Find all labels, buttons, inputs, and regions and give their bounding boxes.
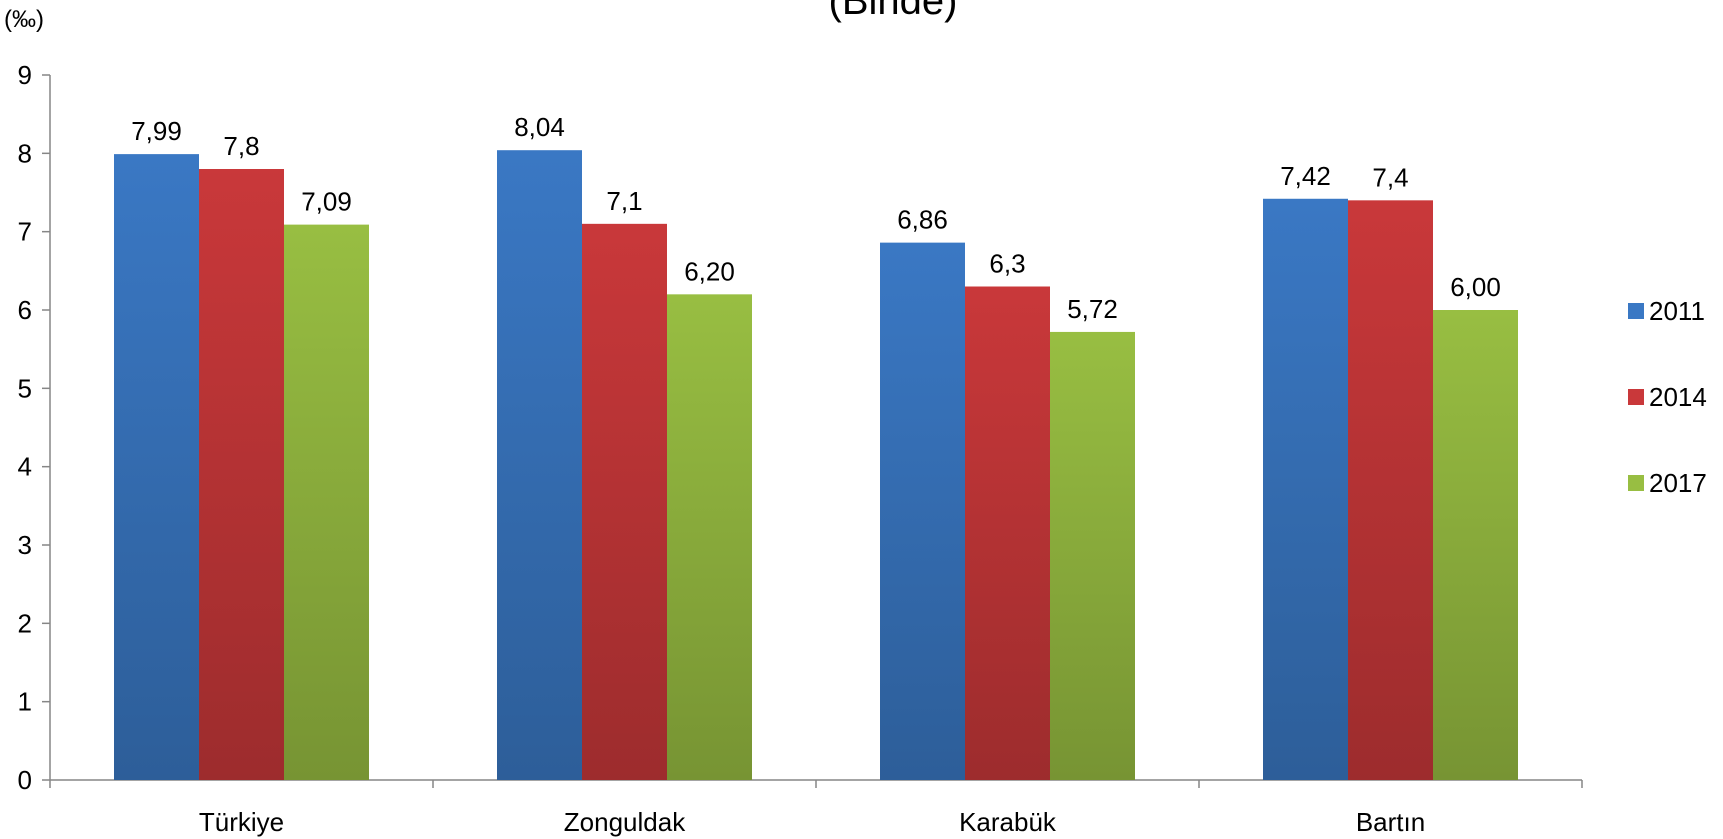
bar-2017-2 [1050, 331, 1135, 780]
y-tick-label: 2 [18, 608, 32, 638]
legend-swatch [1628, 389, 1644, 405]
data-label: 6,3 [989, 249, 1025, 279]
y-tick-label: 4 [18, 452, 32, 482]
bar-2011-2 [880, 242, 965, 781]
bar-2017-0 [284, 224, 369, 780]
legend-swatch [1628, 303, 1644, 319]
data-label: 6,00 [1450, 272, 1501, 302]
x-category-label: Karabük [959, 807, 1057, 837]
x-category-label: Zonguldak [564, 807, 686, 837]
legend-swatch [1628, 475, 1644, 491]
y-tick-label: 7 [18, 217, 32, 247]
data-label: 8,04 [514, 112, 565, 142]
data-label: 7,99 [131, 116, 182, 146]
bar-2014-3 [1348, 200, 1433, 781]
x-category-label: Türkiye [199, 807, 284, 837]
data-labels-group: 7,99 7,8 7,09 8,04 7,1 6,20 6,86 6,3 5,72 7,42 7,4… [131, 112, 1501, 324]
y-tick-label: 6 [18, 295, 32, 325]
legend-label: 2017 [1649, 468, 1707, 498]
data-label: 7,1 [606, 186, 642, 216]
data-label: 5,72 [1067, 294, 1118, 324]
y-tick-label: 1 [18, 687, 32, 717]
y-tick-label: 5 [18, 373, 32, 403]
y-tick-label: 0 [18, 765, 32, 795]
bar-2011-3 [1263, 198, 1348, 780]
x-axis: Türkiye Zonguldak Karabük Bartın [49, 779, 1583, 837]
data-label: 7,42 [1280, 161, 1331, 191]
x-category-label: Bartın [1356, 807, 1425, 837]
bar-2017-3 [1433, 310, 1518, 780]
y-axis: 0 1 2 3 4 5 6 7 8 9 [18, 60, 51, 795]
bar-2014-1 [582, 223, 667, 781]
legend: 2011 2014 2017 [1628, 296, 1707, 498]
legend-label: 2014 [1649, 382, 1707, 412]
bar-2014-0 [199, 169, 284, 780]
y-tick-label: 8 [18, 138, 32, 168]
y-tick-label: 9 [18, 60, 32, 90]
y-axis-unit-label: (‰) [4, 6, 44, 33]
bar-2014-2 [965, 286, 1050, 780]
data-label: 7,09 [301, 187, 352, 217]
data-label: 7,4 [1372, 162, 1408, 192]
data-label: 6,86 [897, 205, 948, 235]
data-label: 6,20 [684, 256, 735, 286]
legend-label: 2011 [1649, 296, 1705, 326]
bar-2017-1 [667, 294, 752, 780]
data-label: 7,8 [223, 131, 259, 161]
bar-2011-0 [114, 154, 199, 780]
bars-group [114, 150, 1518, 781]
chart-title: (Binde) [829, 0, 958, 23]
bar-2011-1 [497, 150, 582, 780]
y-tick-label: 3 [18, 530, 32, 560]
